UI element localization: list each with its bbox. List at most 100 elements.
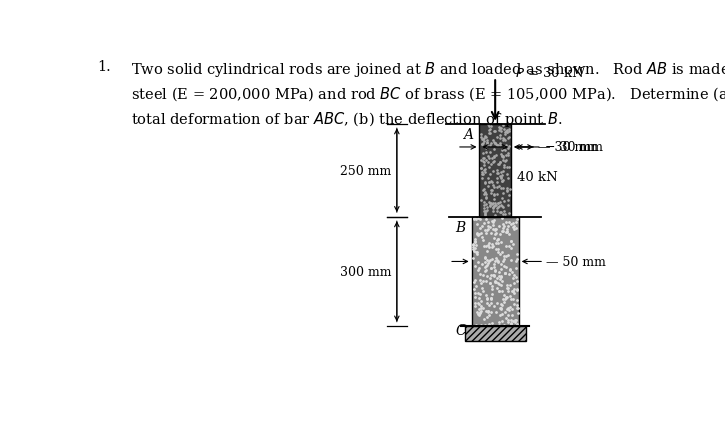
Point — [503, 164, 515, 171]
Point — [510, 265, 522, 272]
Point — [478, 155, 490, 162]
Point — [501, 229, 513, 236]
Point — [476, 141, 488, 148]
Point — [476, 286, 488, 292]
Point — [477, 171, 489, 178]
Point — [501, 129, 513, 136]
Point — [504, 282, 515, 289]
Point — [485, 300, 497, 307]
Point — [497, 227, 508, 234]
Point — [492, 258, 504, 264]
Point — [497, 158, 509, 165]
Point — [482, 307, 494, 314]
Point — [484, 123, 495, 130]
Point — [495, 185, 507, 192]
Point — [489, 273, 500, 280]
Point — [485, 296, 497, 303]
Point — [508, 226, 520, 233]
Point — [486, 286, 497, 292]
Point — [508, 290, 520, 297]
Point — [503, 129, 515, 135]
Point — [511, 278, 523, 285]
Point — [504, 293, 515, 300]
Point — [488, 184, 500, 191]
Point — [475, 225, 486, 232]
Point — [478, 237, 489, 243]
Point — [479, 227, 491, 234]
Point — [502, 226, 513, 233]
Point — [497, 137, 508, 144]
Point — [493, 128, 505, 135]
Point — [480, 254, 492, 261]
Point — [497, 258, 509, 264]
Point — [490, 309, 502, 316]
Point — [500, 264, 512, 271]
Point — [486, 156, 498, 163]
Point — [495, 274, 507, 281]
Point — [501, 306, 513, 313]
Point — [502, 150, 514, 157]
Point — [505, 245, 517, 252]
Point — [479, 259, 491, 266]
Point — [494, 231, 506, 238]
Point — [480, 145, 492, 152]
Point — [484, 257, 496, 264]
Point — [498, 208, 510, 215]
Point — [494, 174, 506, 181]
Point — [486, 218, 498, 225]
Point — [494, 142, 506, 149]
Point — [470, 215, 481, 222]
Point — [479, 264, 491, 271]
Point — [475, 158, 486, 165]
Point — [478, 138, 490, 145]
Point — [499, 138, 510, 144]
Point — [484, 150, 495, 157]
Point — [494, 126, 505, 132]
Point — [497, 296, 509, 303]
Point — [490, 230, 502, 237]
Point — [468, 286, 480, 292]
Point — [493, 273, 505, 280]
Point — [486, 179, 497, 186]
Point — [504, 186, 515, 193]
Point — [498, 252, 510, 259]
Point — [479, 190, 491, 197]
Point — [507, 224, 519, 230]
Point — [502, 282, 513, 289]
Point — [475, 303, 486, 310]
Point — [496, 154, 507, 160]
Point — [482, 159, 494, 166]
Point — [511, 286, 523, 293]
Point — [495, 273, 507, 280]
Point — [481, 307, 492, 314]
Point — [481, 142, 493, 149]
Point — [503, 231, 515, 238]
Point — [488, 192, 500, 199]
Point — [496, 302, 507, 309]
Point — [505, 238, 516, 245]
Point — [468, 249, 480, 255]
Point — [471, 230, 482, 237]
Point — [478, 163, 489, 169]
Point — [494, 288, 505, 295]
Point — [474, 291, 486, 298]
Point — [488, 264, 500, 270]
Point — [483, 164, 494, 171]
Point — [476, 322, 487, 329]
Point — [497, 190, 509, 197]
Point — [501, 165, 513, 172]
Point — [495, 169, 507, 176]
Point — [484, 280, 496, 286]
Point — [479, 189, 491, 196]
Point — [476, 261, 488, 268]
Point — [502, 143, 514, 150]
Point — [478, 137, 489, 144]
Point — [472, 221, 484, 228]
Point — [503, 126, 515, 133]
Point — [496, 261, 507, 267]
Point — [486, 187, 497, 194]
Point — [481, 137, 492, 144]
Text: 1.: 1. — [97, 60, 111, 74]
Point — [476, 135, 487, 141]
Point — [494, 276, 506, 283]
